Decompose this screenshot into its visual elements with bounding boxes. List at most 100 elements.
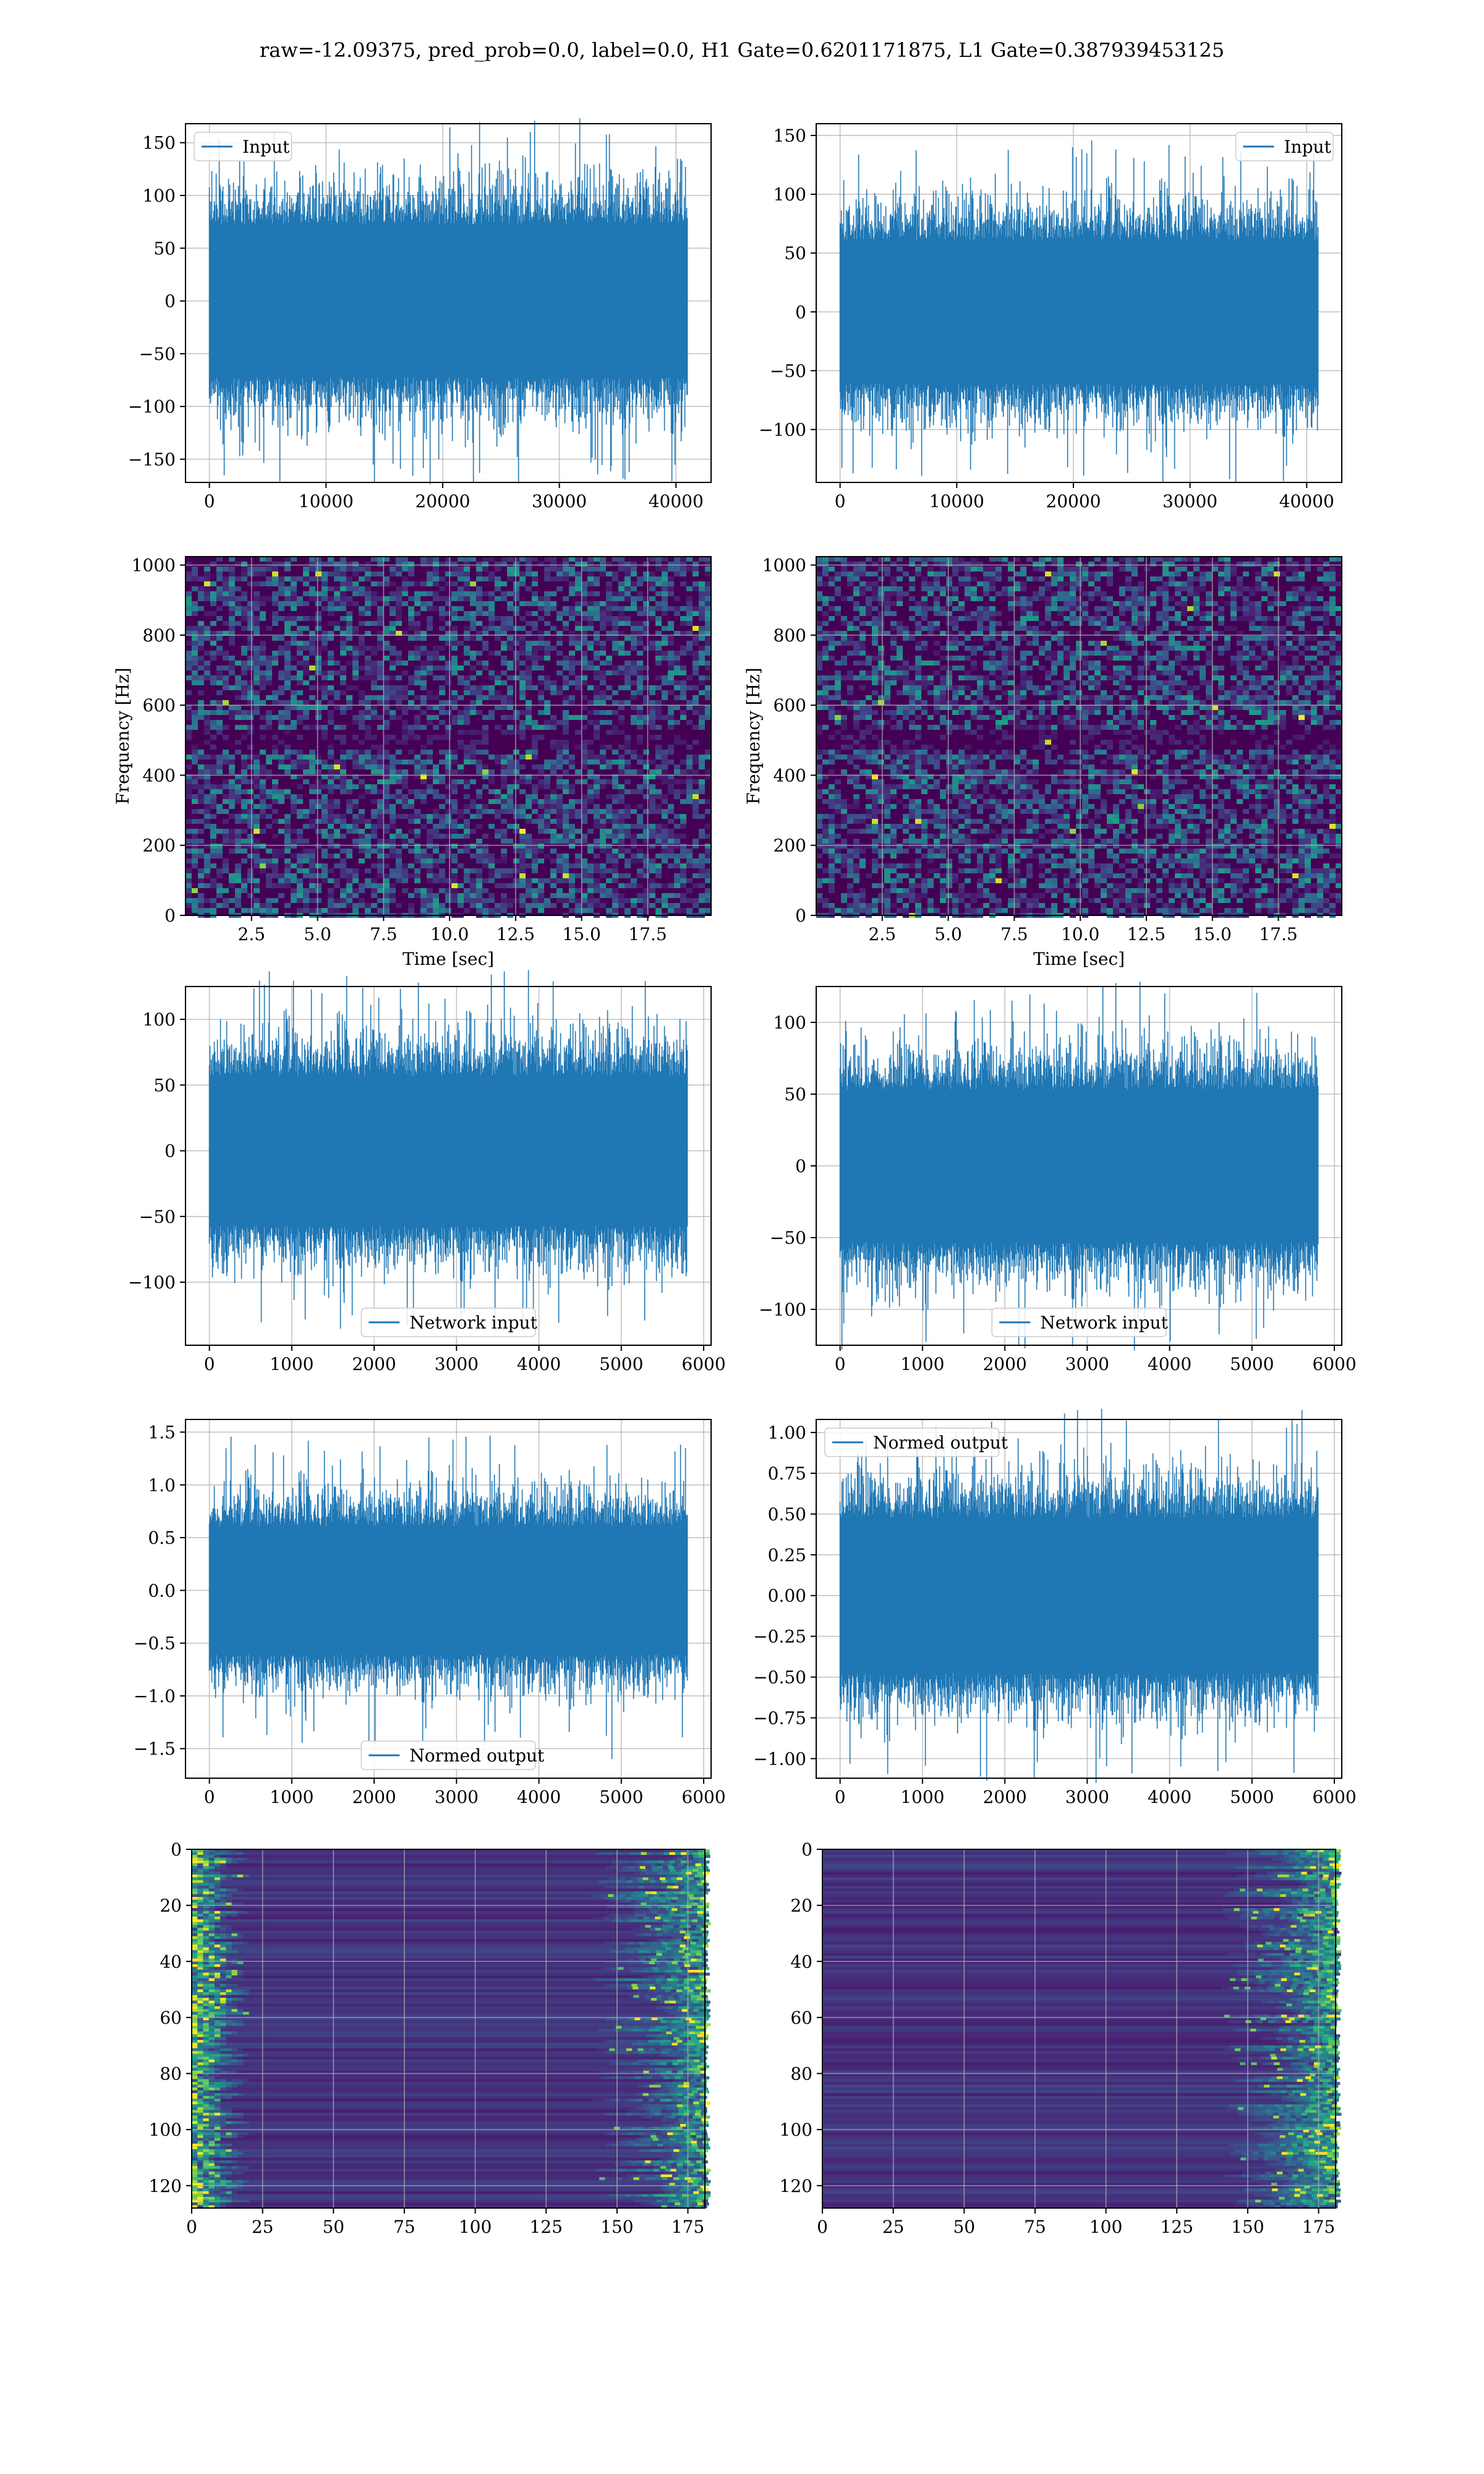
spectrogram-cell <box>587 873 594 878</box>
spectrogram-cell <box>1280 601 1286 606</box>
spectrogram-cell <box>1020 601 1026 606</box>
spectrogram-cell <box>198 715 204 720</box>
spectrogram-cell <box>1076 621 1082 626</box>
spectrogram-cell <box>884 586 890 591</box>
spectrogram-cell <box>890 611 897 616</box>
spectrogram-cell <box>649 596 655 601</box>
spectrogram-cell <box>204 740 210 745</box>
spectrogram-cell <box>538 690 544 695</box>
spectrogram-cell <box>1107 651 1113 656</box>
spectrogram-cell <box>476 670 482 675</box>
spectrogram-cell <box>247 715 254 720</box>
spectrogram-cell <box>618 596 625 601</box>
spectrogram-cell <box>693 883 699 888</box>
x-tick-label: 15.0 <box>563 924 601 944</box>
spectrogram-cell <box>507 616 513 621</box>
spectrogram-cell <box>501 854 507 858</box>
spectrogram-cell <box>346 631 352 636</box>
spectrogram-cell <box>390 774 396 779</box>
spectrogram-cell <box>390 675 396 680</box>
spectrogram-cell <box>674 661 680 666</box>
spectrogram-cell <box>260 908 266 913</box>
spectrogram-cell <box>829 636 835 641</box>
spectrogram-cell <box>1101 591 1107 596</box>
spectrogram-cell <box>408 863 414 868</box>
spectrogram-cell <box>612 819 618 824</box>
spectrogram-cell <box>563 769 569 774</box>
spectrogram-cell <box>1193 586 1200 591</box>
spectrogram-cell <box>544 809 550 814</box>
spectrogram-cell <box>346 854 352 858</box>
spectrogram-cell <box>495 829 501 834</box>
spectrogram-cell <box>618 755 625 760</box>
spectrogram-cell <box>260 735 266 740</box>
spectrogram-cell <box>427 898 433 903</box>
spectrogram-cell <box>1144 601 1150 606</box>
spectrogram-cell <box>1280 646 1286 651</box>
spectrogram-cell <box>662 814 668 819</box>
spectrogram-cell <box>1144 666 1150 670</box>
spectrogram-cell <box>1002 661 1008 666</box>
spectrogram-cell <box>241 596 247 601</box>
spectrogram-cell <box>532 661 538 666</box>
spectrogram-cell <box>563 562 569 567</box>
spectrogram-cell <box>284 557 291 562</box>
spectrogram-cell <box>631 690 637 695</box>
spectrogram-cell <box>1317 557 1323 562</box>
spectrogram-cell <box>229 666 235 670</box>
spectrogram-cell <box>439 873 445 878</box>
spectrogram-cell <box>1169 557 1175 562</box>
spectrogram-cell <box>866 601 872 606</box>
spectrogram-cell <box>563 868 569 873</box>
spectrogram-cell <box>1026 576 1033 581</box>
spectrogram-cell <box>216 903 223 908</box>
spectrogram-cell <box>526 834 532 839</box>
spectrogram-cell <box>816 666 822 670</box>
spectrogram-cell <box>655 898 662 903</box>
spectrogram-cell <box>210 829 216 834</box>
spectrogram-cell <box>1156 651 1162 656</box>
spectrogram-cell <box>501 839 507 844</box>
spectrogram-cell <box>482 898 488 903</box>
spectrogram-cell <box>427 774 433 779</box>
spectrogram-cell <box>1076 646 1082 651</box>
spectrogram-cell <box>427 695 433 700</box>
spectrogram-cell <box>587 868 594 873</box>
spectrogram-cell <box>396 794 402 799</box>
spectrogram-cell <box>278 576 284 581</box>
spectrogram-cell <box>291 641 297 646</box>
spectrogram-cell <box>359 888 365 893</box>
spectrogram-cell <box>482 774 488 779</box>
spectrogram-cell <box>451 760 458 764</box>
spectrogram-cell <box>1268 631 1274 636</box>
spectrogram-cell <box>254 888 260 893</box>
spectrogram-cell <box>1230 591 1237 596</box>
spectrogram-cell <box>600 883 606 888</box>
spectrogram-cell <box>897 621 903 626</box>
spectrogram-cell <box>445 750 451 755</box>
spectrogram-cell <box>606 636 612 641</box>
spectrogram-cell <box>216 631 223 636</box>
spectrogram-cell <box>897 591 903 596</box>
spectrogram-cell <box>1243 666 1249 670</box>
spectrogram-cell <box>612 725 618 730</box>
spectrogram-cell <box>816 562 822 567</box>
spectrogram-cell <box>829 557 835 562</box>
spectrogram-cell <box>631 705 637 710</box>
spectrogram-cell <box>513 611 519 616</box>
spectrogram-cell <box>668 849 674 854</box>
spectrogram-cell <box>1088 621 1094 626</box>
spectrogram-cell <box>216 789 223 794</box>
spectrogram-cell <box>538 735 544 740</box>
spectrogram-cell <box>946 621 952 626</box>
spectrogram-cell <box>322 814 328 819</box>
spectrogram-cell <box>1187 626 1193 631</box>
spectrogram-cell <box>668 651 674 656</box>
spectrogram-cell <box>186 571 192 576</box>
spectrogram-cell <box>556 690 563 695</box>
spectrogram-cell <box>581 680 587 685</box>
spectrogram-cell <box>643 601 649 606</box>
spectrogram-cell <box>371 878 377 883</box>
spectrogram-cell <box>340 740 346 745</box>
spectrogram-cell <box>655 908 662 913</box>
